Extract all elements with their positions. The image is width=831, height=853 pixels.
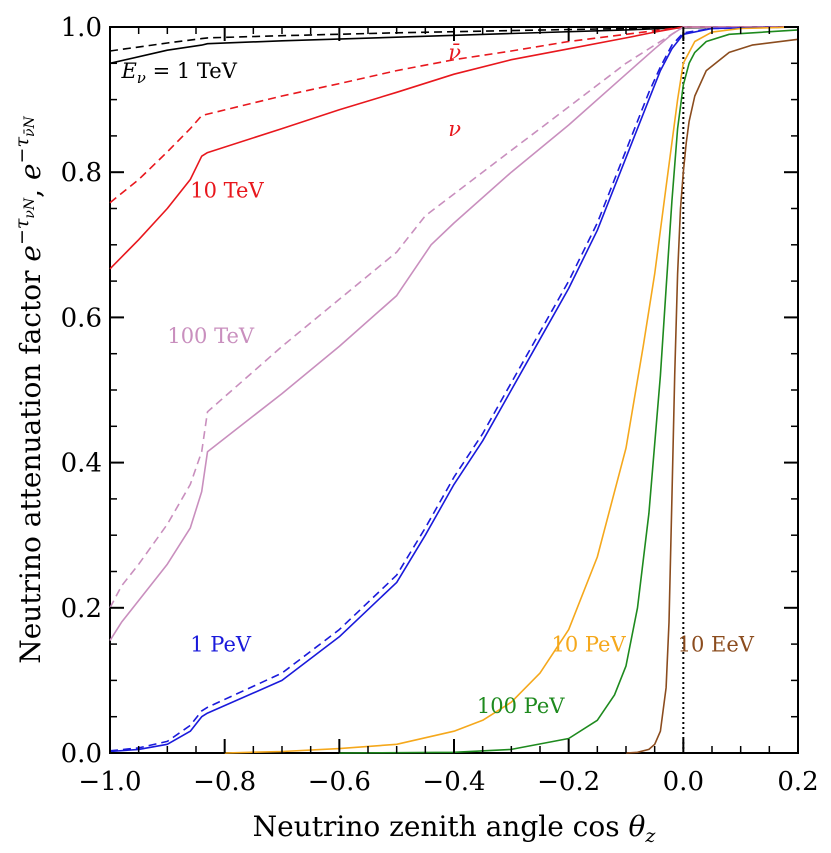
y-tick-label: 0.8 <box>61 158 102 188</box>
y-axis-expr2-base: e <box>14 163 47 180</box>
label-1tev: Eν = 1 TeV <box>120 59 237 87</box>
x-tick-label: 0.0 <box>663 767 704 797</box>
x-tick-label: −0.2 <box>537 767 600 797</box>
x-axis-title: Neutrino zenith angle cos θz <box>253 810 657 847</box>
label-100tev: 100 TeV <box>167 324 255 348</box>
y-axis-title-text: Neutrino attenuation factor <box>14 270 47 664</box>
x-tick-label: −0.8 <box>193 767 256 797</box>
series-line-8 <box>224 26 799 754</box>
y-axis-title: Neutrino attenuation factor e−τνN, e−τν̄… <box>11 115 47 663</box>
y-tick-label: 0.0 <box>61 739 102 769</box>
y-tick-label: 1.0 <box>61 13 102 43</box>
series-line-3 <box>109 26 798 204</box>
x-tick-label: 0.2 <box>777 767 818 797</box>
x-axis-title-subscript: z <box>644 825 656 847</box>
label-nubar: ν̄ <box>448 41 461 65</box>
series-line-10 <box>625 38 799 754</box>
label-100pev: 100 PeV <box>477 694 565 718</box>
annotation-layer: Eν = 1 TeV ν̄ ν 10 TeV 100 TeV 1 PeV 10 PeV 100… <box>120 41 754 718</box>
y-axis-expr1-sub: νN <box>22 197 38 219</box>
x-tick-label: −1.0 <box>78 767 141 797</box>
y-axis-expr2-sup: −τ <box>11 137 33 164</box>
y-axis-expr1-sup: −τ <box>11 218 33 245</box>
series-line-5 <box>109 26 798 609</box>
y-tick-label: 0.6 <box>61 303 102 333</box>
tick-layer: −1.0 −0.8 −0.6 −0.4 −0.2 0.0 0.2 0.0 0.2 0.4 0.6 0.… <box>61 13 819 797</box>
x-axis-title-text: Neutrino zenith angle cos <box>253 810 620 843</box>
y-tick-label: 0.2 <box>61 594 102 624</box>
series-line-6 <box>109 26 799 753</box>
series-line-2 <box>109 26 798 270</box>
label-1pev: 1 PeV <box>190 632 252 656</box>
series-line-9 <box>339 29 799 754</box>
y-axis-expr2-sub: ν̄N <box>22 115 38 137</box>
label-10eev: 10 EeV <box>678 632 755 656</box>
x-tick-label: −0.4 <box>422 767 485 797</box>
series-layer <box>109 26 799 754</box>
label-nu: ν <box>448 117 461 141</box>
x-axis-title-symbol: θ <box>629 810 646 843</box>
x-tick-label: −0.6 <box>308 767 371 797</box>
label-10tev: 10 TeV <box>190 179 264 203</box>
y-tick-label: 0.4 <box>61 449 102 479</box>
label-10pev: 10 PeV <box>551 632 626 656</box>
series-line-7 <box>109 26 799 752</box>
y-axis-sep: , <box>14 180 47 198</box>
series-line-4 <box>109 26 798 641</box>
y-axis-expr1-base: e <box>14 245 47 262</box>
